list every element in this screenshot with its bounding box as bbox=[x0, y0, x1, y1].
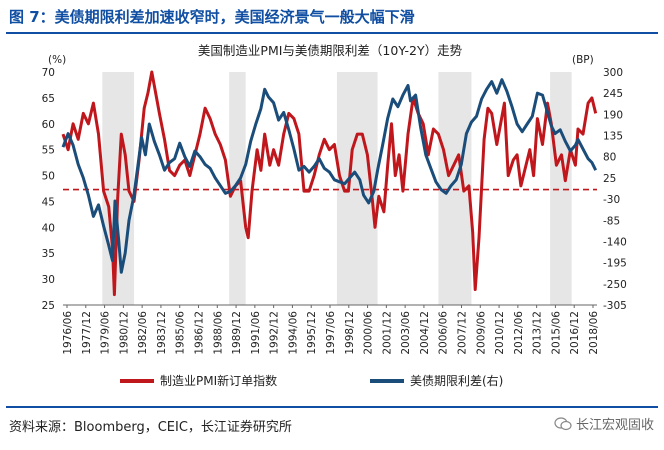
x-tick-label: 2015/06 bbox=[550, 311, 562, 355]
right-tick-label: -85 bbox=[603, 215, 620, 227]
x-tick-label: 1994/06 bbox=[287, 311, 299, 355]
right-tick-label: 190 bbox=[603, 109, 623, 121]
right-tick-label: -30 bbox=[603, 194, 620, 206]
left-tick-label: 65 bbox=[42, 93, 55, 105]
left-tick-label: 60 bbox=[42, 119, 55, 131]
right-tick-label: -250 bbox=[603, 279, 627, 291]
left-tick-label: 55 bbox=[42, 145, 55, 157]
x-tick-label: 2009/06 bbox=[475, 311, 487, 355]
chart: 美国制造业PMI与美债期限利差（10Y-2Y）走势 (%) (BP) 25 30 35 40… bbox=[42, 43, 627, 388]
x-tick-label: 2006/06 bbox=[438, 311, 450, 355]
x-tick-label: 1980/12 bbox=[118, 311, 130, 355]
shaded-band bbox=[550, 72, 572, 305]
right-tick-label: 25 bbox=[603, 173, 616, 185]
brand-name: 长江宏观固收 bbox=[575, 418, 654, 433]
x-tick-label: 2001/12 bbox=[381, 311, 393, 355]
figure-title: 图 7：美债期限利差加速收窄时，美国经济景气一般大幅下滑 bbox=[9, 8, 415, 26]
right-tick-label: 245 bbox=[603, 88, 623, 100]
top-rule bbox=[6, 32, 658, 34]
bottom-rule bbox=[6, 406, 658, 408]
x-tick-label: 2000/06 bbox=[363, 311, 375, 355]
left-tick-label: 50 bbox=[42, 171, 55, 183]
right-tick-label: -195 bbox=[603, 258, 627, 270]
legend-label: 制造业PMI新订单指数 bbox=[160, 373, 277, 388]
shaded-band bbox=[229, 72, 246, 305]
right-tick-label: -305 bbox=[603, 300, 627, 312]
x-tick-label: 1982/06 bbox=[137, 311, 149, 355]
x-tick-label: 1998/12 bbox=[344, 311, 356, 355]
series-line bbox=[61, 70, 598, 297]
x-tick-label: 2003/06 bbox=[400, 311, 412, 355]
wechat-icon bbox=[554, 416, 572, 430]
right-tick-label: 300 bbox=[603, 67, 623, 79]
left-tick-label: 30 bbox=[42, 274, 55, 286]
x-tick-label: 2016/12 bbox=[569, 311, 581, 355]
x-tick-label: 1976/06 bbox=[62, 311, 74, 355]
left-tick-label: 40 bbox=[42, 222, 55, 234]
x-tick-label: 1986/12 bbox=[194, 311, 206, 355]
left-tick-label: 45 bbox=[42, 196, 55, 208]
series-line bbox=[61, 78, 598, 274]
x-tick-label: 1989/12 bbox=[231, 311, 243, 355]
left-tick-label: 25 bbox=[42, 300, 55, 312]
x-tick-label: 2013/12 bbox=[532, 311, 544, 355]
x-tick-label: 2004/12 bbox=[419, 311, 431, 355]
source-note: 资料来源：Bloomberg，CEIC，长江证券研究所 bbox=[9, 420, 292, 435]
x-tick-label: 2018/06 bbox=[588, 311, 600, 355]
right-tick-label: 80 bbox=[603, 152, 616, 164]
chart-title: 美国制造业PMI与美债期限利差（10Y-2Y）走势 bbox=[198, 43, 463, 58]
right-tick-label: 135 bbox=[603, 131, 623, 143]
x-tick-label: 2007/12 bbox=[457, 311, 469, 355]
left-tick-label: 35 bbox=[42, 248, 55, 260]
x-tick-label: 1983/12 bbox=[156, 311, 168, 355]
x-tick-label: 2012/06 bbox=[513, 311, 525, 355]
left-tick-label: 70 bbox=[42, 67, 55, 79]
x-tick-label: 2010/12 bbox=[494, 311, 506, 355]
legend-label: 美债期限利差(右) bbox=[410, 373, 503, 388]
x-tick-label: 1995/12 bbox=[306, 311, 318, 355]
brand: 长江宏观固收 bbox=[554, 414, 654, 433]
x-tick-label: 1977/12 bbox=[81, 311, 93, 355]
right-tick-label: -140 bbox=[603, 236, 627, 248]
x-tick-label: 1991/06 bbox=[250, 311, 262, 355]
right-axis-unit: (BP) bbox=[572, 54, 594, 66]
x-tick-label: 1997/06 bbox=[325, 311, 337, 355]
left-axis-unit: (%) bbox=[48, 54, 66, 66]
x-tick-label: 1979/06 bbox=[100, 311, 112, 355]
x-tick-label: 1985/06 bbox=[175, 311, 187, 355]
x-tick-label: 1992/12 bbox=[269, 311, 281, 355]
x-tick-label: 1988/06 bbox=[212, 311, 224, 355]
